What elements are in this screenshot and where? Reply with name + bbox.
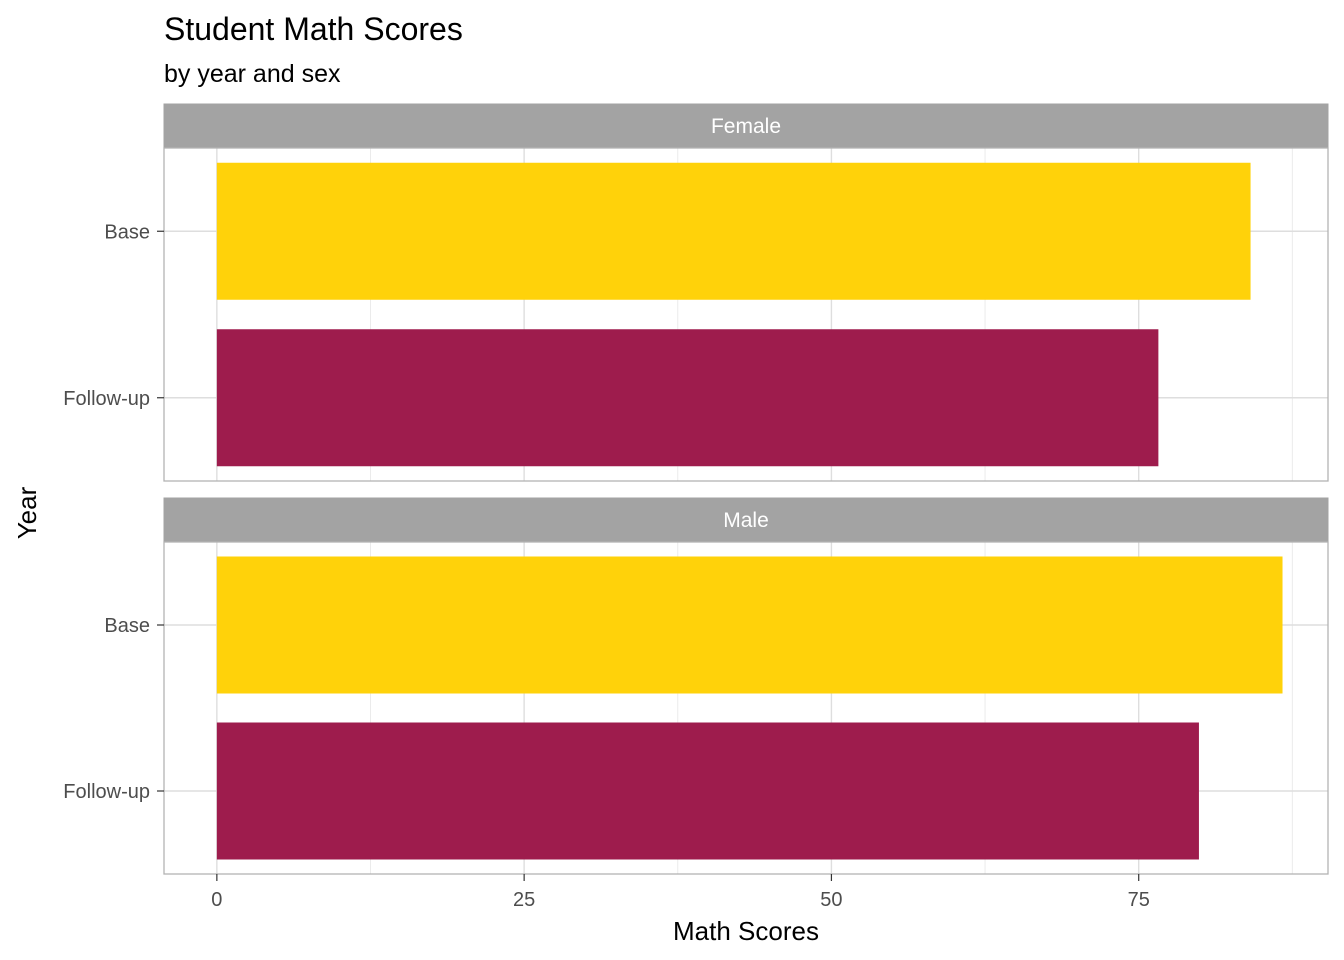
x-tick-label: 25	[513, 889, 535, 911]
x-tick-label: 0	[211, 889, 222, 911]
panel-border	[163, 147, 1329, 482]
facet-strip	[163, 103, 1329, 149]
bar-female-base	[216, 162, 1251, 300]
panel-border	[163, 541, 1329, 875]
bar-male-base	[216, 556, 1283, 694]
chart-subtitle: by year and sex	[164, 60, 341, 88]
chart-title: Student Math Scores	[164, 11, 463, 47]
y-tick-label: Base	[104, 615, 150, 637]
y-tick-label: Base	[104, 221, 150, 243]
bar-male-follow-up	[216, 722, 1199, 860]
facet-panel-female: Female Base Follow-up	[63, 103, 1329, 482]
x-tick-label: 50	[820, 889, 842, 911]
y-tick-label: Follow-up	[63, 388, 150, 410]
facet-panel-male: Male Base Follow-up	[63, 497, 1329, 875]
y-axis-title: Year	[12, 486, 42, 539]
y-tick-label: Follow-up	[63, 781, 150, 803]
x-axis-title: Math Scores	[673, 916, 819, 946]
facet-strip-label: Female	[711, 115, 781, 138]
bar-female-follow-up	[216, 329, 1159, 467]
facet-strip-label: Male	[723, 509, 769, 532]
x-tick-label: 75	[1128, 889, 1150, 911]
